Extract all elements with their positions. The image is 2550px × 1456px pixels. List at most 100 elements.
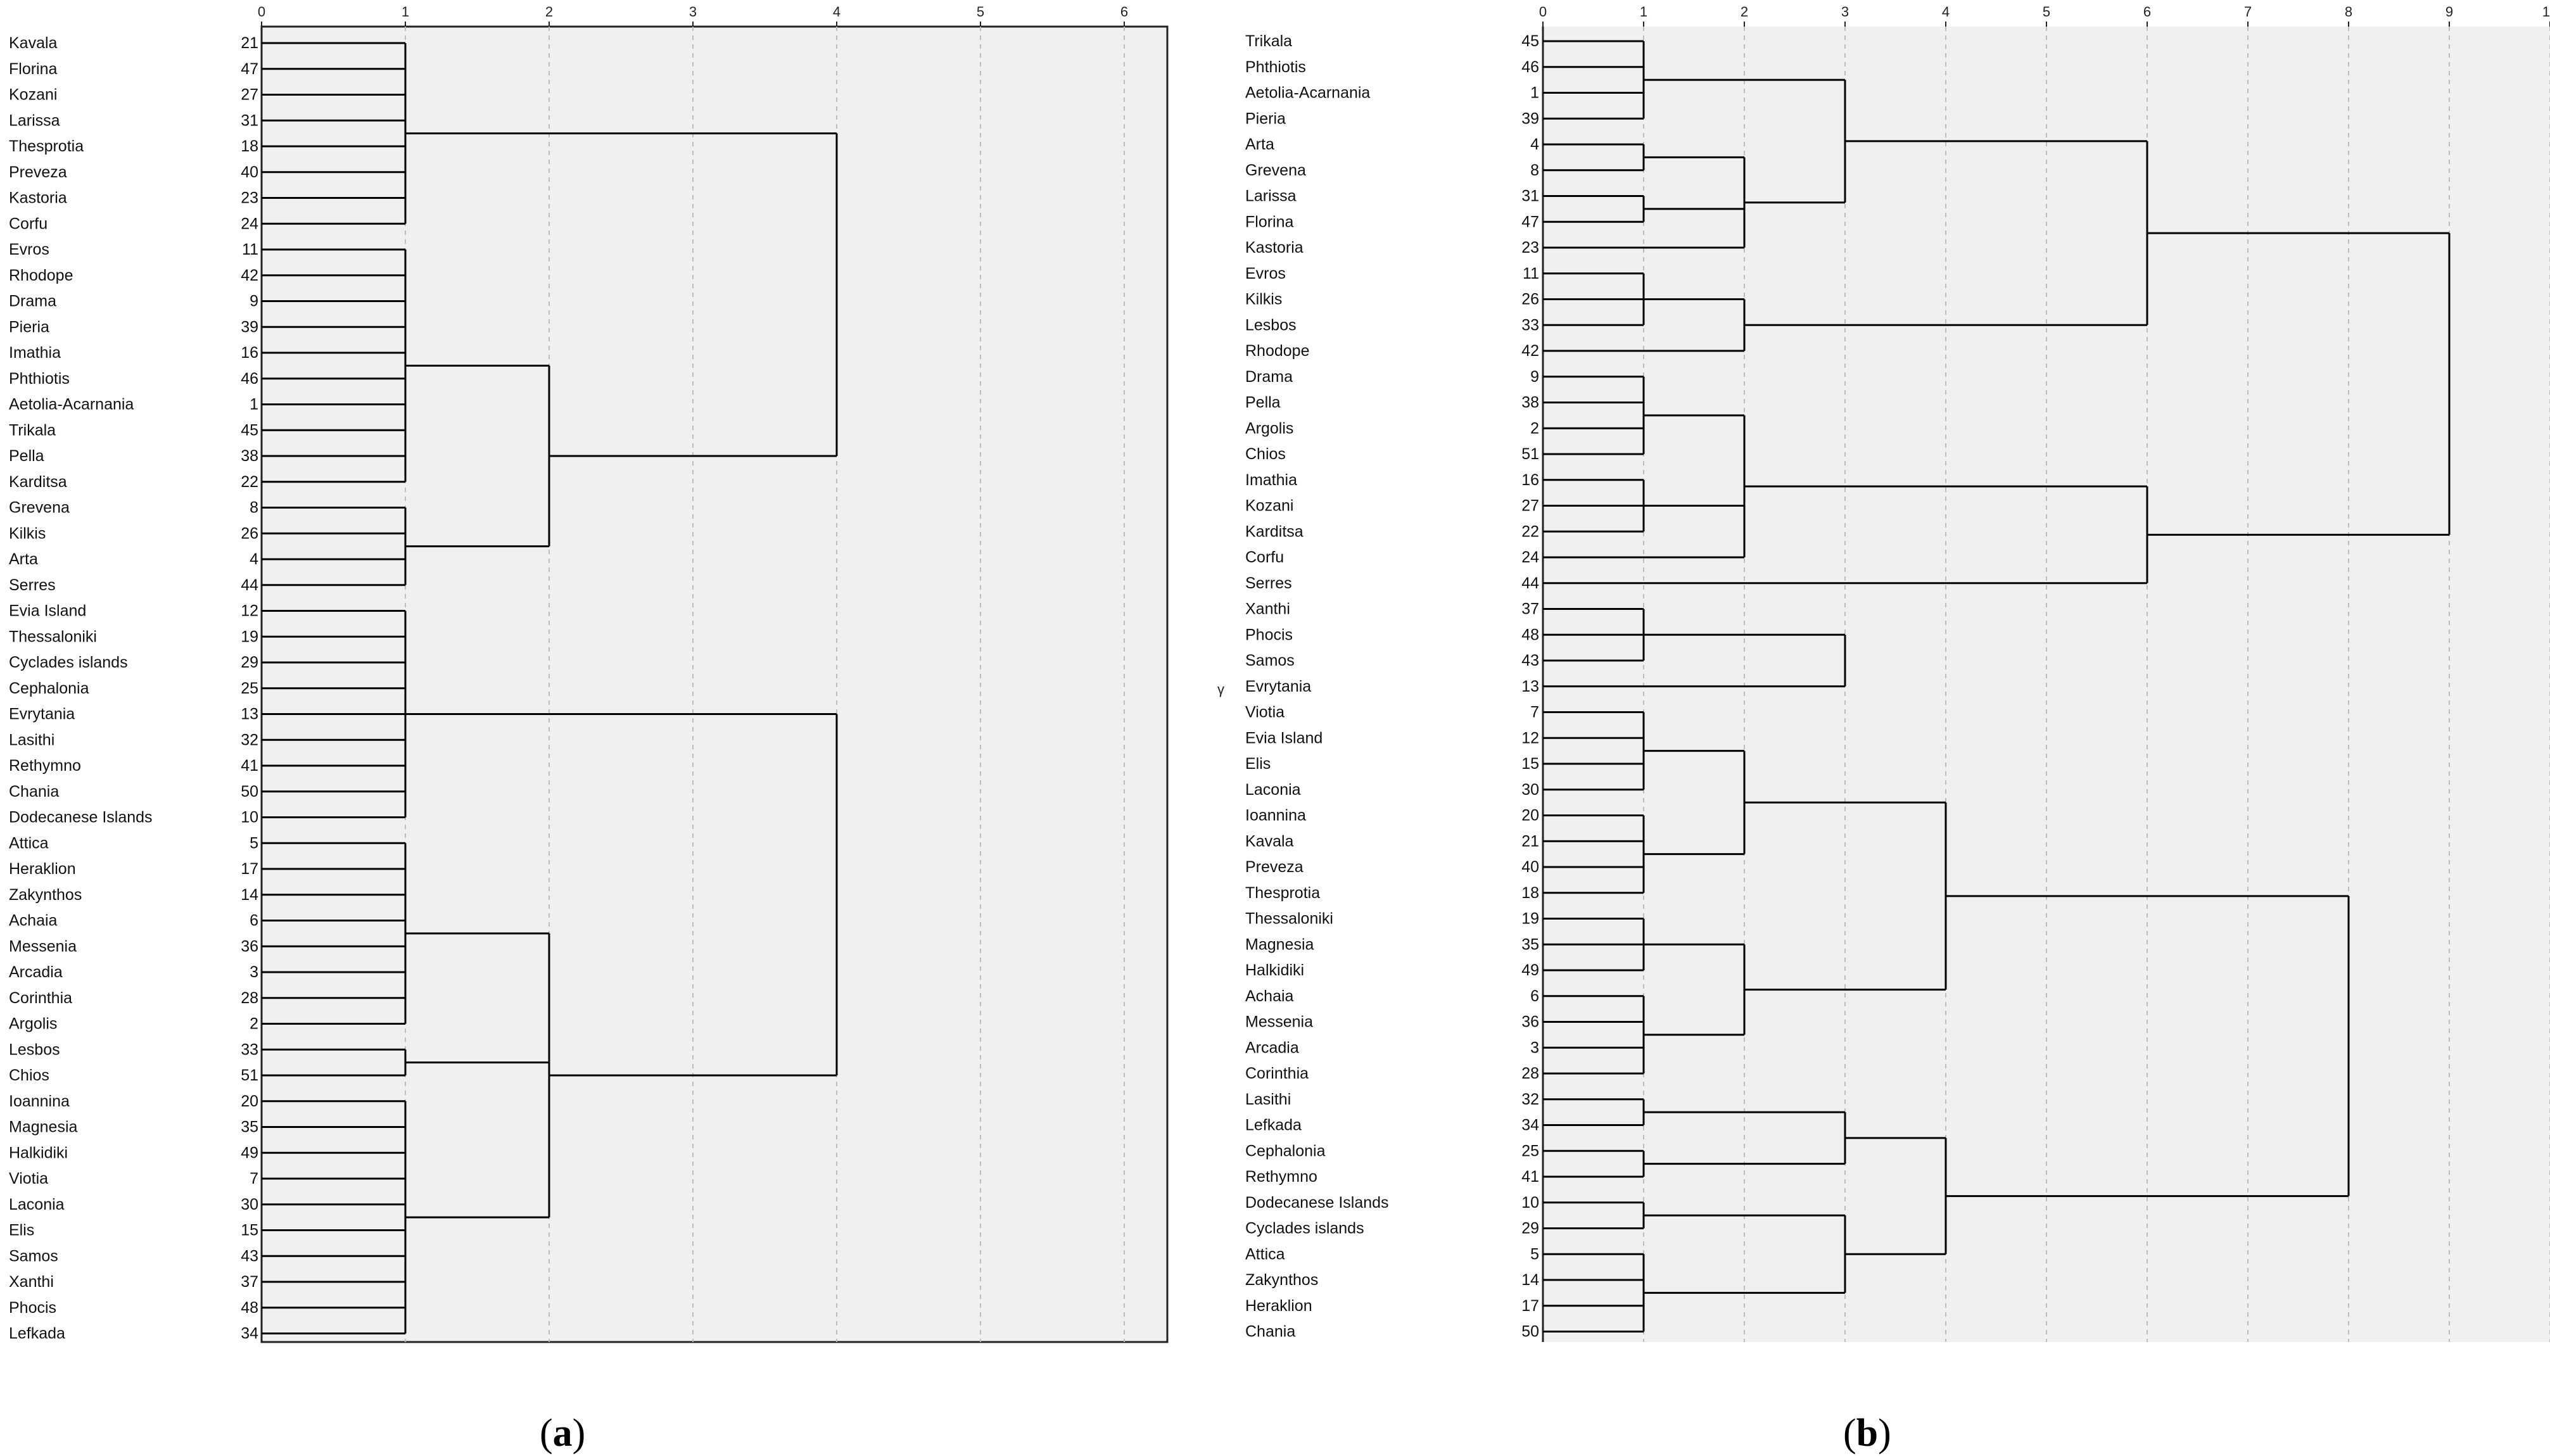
leaf-id: 5 (250, 834, 258, 852)
leaf-label: Achaia (1245, 987, 1294, 1005)
leaf-id: 3 (250, 963, 258, 981)
leaf-id: 48 (241, 1299, 258, 1317)
leaf-label: Zakynthos (1245, 1271, 1318, 1289)
leaf-id: 21 (1521, 832, 1539, 850)
leaf-label: Magnesia (9, 1118, 77, 1136)
leaf-label: Heraklion (9, 860, 76, 878)
leaf-id: 7 (250, 1170, 258, 1187)
leaf-label: Kilkis (1245, 291, 1282, 308)
leaf-id: 30 (241, 1196, 258, 1213)
leaf-label: Xanthi (9, 1273, 54, 1291)
leaf-id: 1 (1530, 84, 1539, 102)
leaf-id: 20 (1521, 807, 1539, 825)
leaf-label: Dodecanese Islands (9, 809, 153, 826)
leaf-label: Lesbos (9, 1041, 60, 1058)
leaf-id: 21 (241, 34, 258, 52)
leaf-id: 49 (241, 1144, 258, 1162)
leaf-id: 40 (241, 163, 258, 181)
panel-b-tick-label: 8 (2345, 4, 2352, 20)
leaf-id: 14 (1521, 1271, 1539, 1289)
leaf-label: Thesprotia (1245, 884, 1320, 902)
leaf-id: 5 (1530, 1245, 1539, 1263)
leaf-id: 44 (1521, 574, 1539, 592)
leaf-id: 9 (1530, 368, 1539, 386)
panel-a-tick-label: 1 (402, 4, 409, 20)
leaf-id: 32 (241, 731, 258, 749)
leaf-id: 13 (1521, 678, 1539, 695)
leaf-label: Evia Island (9, 602, 86, 620)
leaf-id: 29 (241, 654, 258, 671)
leaf-label: Chania (9, 783, 59, 801)
leaf-label: Thessaloniki (9, 628, 97, 645)
panel-b-leaf-labels: Trikala Phthiotis Aetolia-Acarnania Pieria A… (1245, 32, 1389, 1341)
leaf-label: Magnesia (1245, 935, 1314, 953)
leaf-id: 6 (1530, 987, 1539, 1005)
panel-a-leaf-ids: 2147273118402324114293916461453822826444… (241, 34, 258, 1343)
leaf-id: 45 (1521, 32, 1539, 50)
panel-a-tick-label: 0 (258, 4, 265, 20)
leaf-label: Argolis (9, 1015, 57, 1033)
panel-b-axis-ticks: 0 1 2 3 4 5 6 7 8 9 10 (1539, 4, 2550, 27)
leaf-label: Kilkis (9, 524, 46, 542)
leaf-id: 17 (241, 860, 258, 878)
leaf-id: 36 (1521, 1013, 1539, 1031)
leaf-id: 11 (242, 241, 258, 258)
leaf-id: 2 (250, 1015, 258, 1033)
leaf-label: Florina (1245, 213, 1294, 231)
leaf-label: Larissa (1245, 187, 1297, 205)
leaf-label: Karditsa (9, 473, 67, 491)
leaf-id: 10 (241, 809, 258, 826)
leaf-id: 18 (241, 137, 258, 155)
leaf-label: Achaia (9, 912, 58, 930)
leaf-id: 13 (241, 706, 258, 723)
leaf-label: Messenia (1245, 1013, 1313, 1031)
leaf-label: Kastoria (1245, 239, 1304, 256)
leaf-id: 40 (1521, 858, 1539, 876)
leaf-label: Preveza (9, 163, 67, 181)
leaf-id: 28 (1521, 1065, 1539, 1082)
panel-b-tick-label: 5 (2043, 4, 2050, 20)
leaf-id: 44 (241, 576, 258, 594)
panel-a-tick-label: 6 (1120, 4, 1128, 20)
leaf-id: 50 (241, 783, 258, 801)
leaf-id: 8 (250, 499, 258, 517)
leaf-label: Ioannina (1245, 807, 1306, 825)
leaf-id: 39 (1521, 110, 1539, 127)
leaf-id: 34 (1521, 1117, 1539, 1134)
leaf-label: Attica (9, 834, 49, 852)
leaf-id: 38 (1521, 394, 1539, 412)
leaf-id: 19 (1521, 910, 1539, 928)
leaf-label: Grevena (9, 499, 70, 517)
leaf-label: Elis (1245, 755, 1271, 773)
leaf-id: 45 (241, 421, 258, 439)
leaf-id: 10 (1521, 1194, 1539, 1212)
leaf-label: Phocis (1245, 626, 1293, 643)
leaf-label: Phthiotis (1245, 58, 1306, 76)
panel-b-tick-label: 10 (2542, 4, 2550, 20)
leaf-label: Corinthia (9, 989, 72, 1007)
leaf-label: Kozani (1245, 497, 1293, 515)
panel-b-tick-label: 0 (1539, 4, 1547, 20)
panel-a-axis-ticks: 0 1 2 3 4 5 6 (258, 4, 1128, 27)
leaf-label: Cyclades islands (9, 654, 128, 671)
leaf-id: 24 (1521, 548, 1539, 566)
leaf-label: Trikala (1245, 32, 1292, 50)
leaf-id: 35 (1521, 935, 1539, 953)
leaf-id: 46 (1521, 58, 1539, 76)
leaf-label: Thesprotia (9, 137, 84, 155)
leaf-id: 4 (250, 550, 258, 568)
leaf-label: Evrytania (9, 706, 75, 723)
leaf-id: 33 (241, 1041, 258, 1058)
leaf-label: Imathia (1245, 471, 1297, 489)
leaf-label: Rhodope (9, 267, 73, 284)
leaf-label: Serres (1245, 574, 1292, 592)
leaf-id: 12 (241, 602, 258, 620)
leaf-label: Karditsa (1245, 522, 1304, 540)
leaf-label: Corfu (1245, 548, 1284, 566)
leaf-label: Kastoria (9, 189, 67, 207)
leaf-id: 2 (1530, 419, 1539, 437)
leaf-label: Evros (1245, 265, 1286, 282)
leaf-label: Ioannina (9, 1092, 70, 1110)
leaf-label: Evia Island (1245, 729, 1323, 747)
leaf-id: 25 (241, 680, 258, 697)
